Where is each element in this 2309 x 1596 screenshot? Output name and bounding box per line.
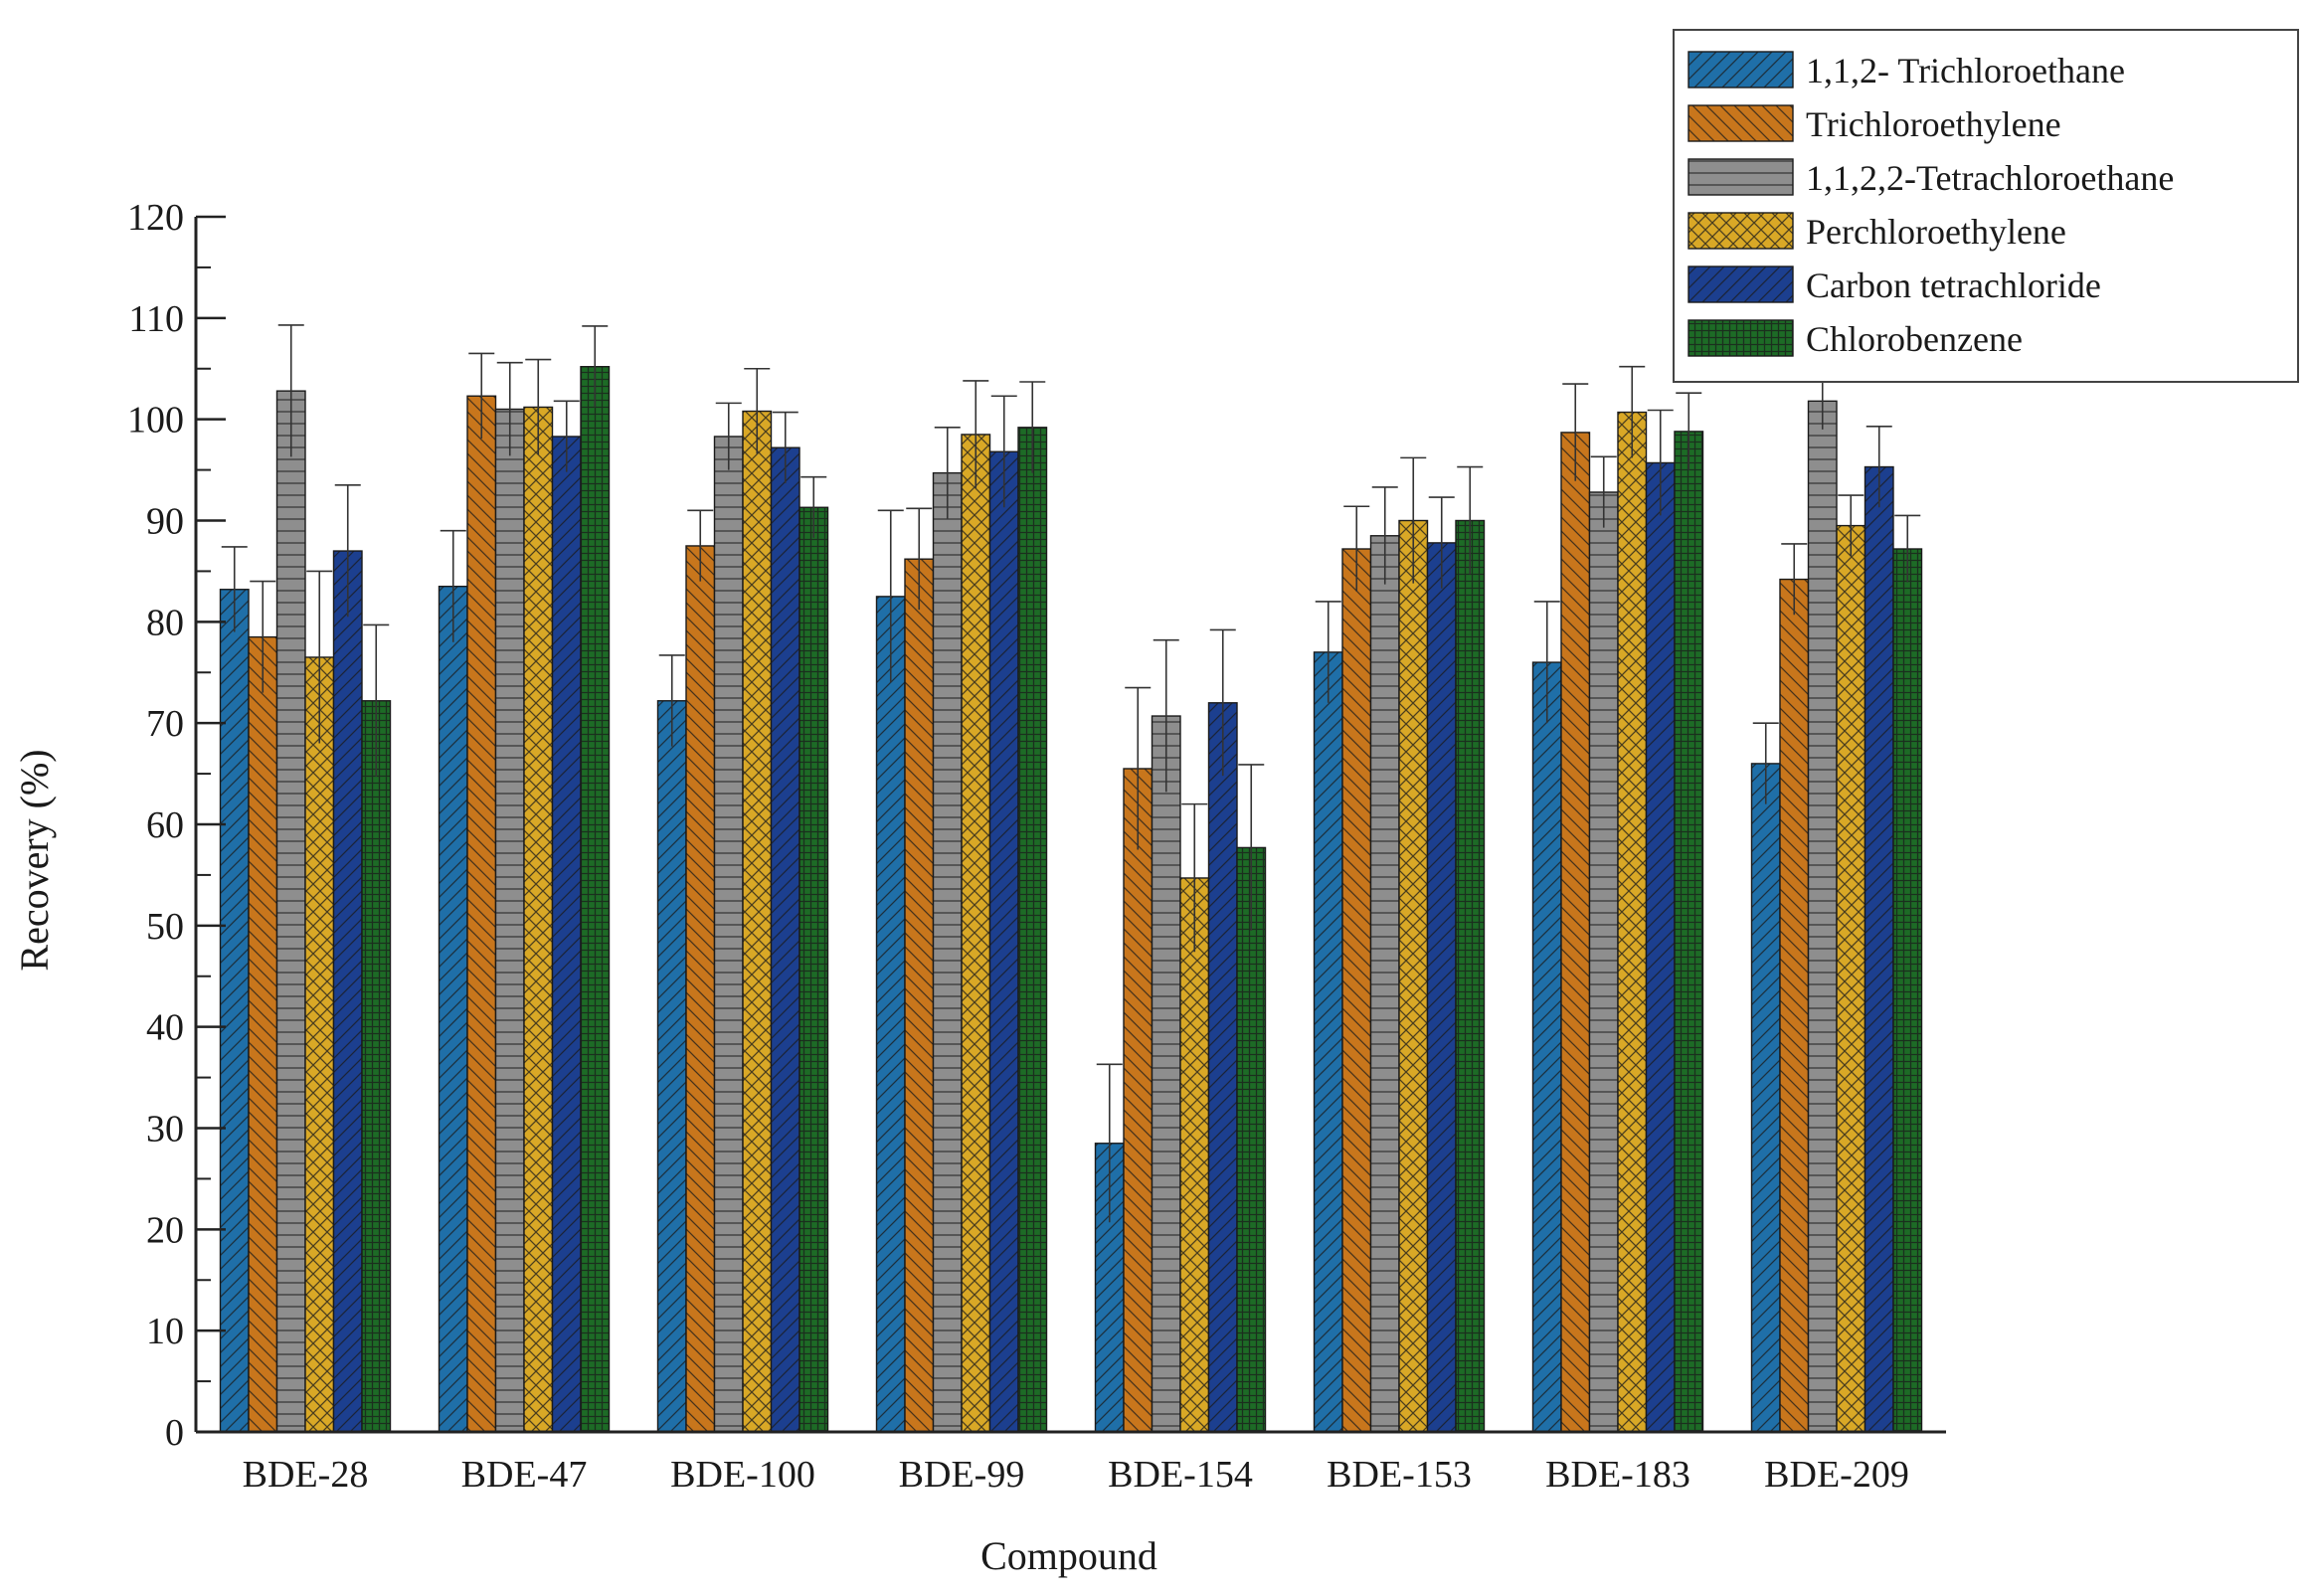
bar xyxy=(988,450,1019,1433)
x-axis-title: Compound xyxy=(980,1533,1157,1578)
y-tick-label: 100 xyxy=(127,400,184,442)
bar xyxy=(1455,519,1486,1433)
bar xyxy=(1617,411,1648,1433)
bar xyxy=(1313,651,1343,1433)
bar xyxy=(219,589,250,1433)
legend: 1,1,2- Trichloroethane Trichloroethylene 1… xyxy=(1673,29,2299,383)
bar xyxy=(1836,524,1866,1433)
y-tick-label: 90 xyxy=(146,501,184,543)
legend-swatch xyxy=(1687,51,1794,89)
bar xyxy=(438,585,468,1433)
bar xyxy=(551,436,582,1433)
y-tick-label: 80 xyxy=(146,602,184,643)
x-tick-label: BDE-183 xyxy=(1545,1454,1690,1496)
y-tick-label: 110 xyxy=(128,298,184,340)
legend-label: Perchloroethylene xyxy=(1806,212,2066,252)
bar xyxy=(1531,661,1562,1433)
y-tick-label: 0 xyxy=(165,1412,184,1454)
bar xyxy=(1807,400,1838,1433)
y-tick-label: 50 xyxy=(146,906,184,948)
y-tick-label: 40 xyxy=(146,1007,184,1049)
bar xyxy=(1674,431,1704,1433)
legend-swatch xyxy=(1687,319,1794,357)
bar xyxy=(1779,578,1810,1433)
legend-swatch xyxy=(1687,212,1794,250)
bar xyxy=(361,700,392,1433)
bar xyxy=(1207,702,1238,1433)
bar xyxy=(332,550,363,1433)
bar xyxy=(932,471,963,1433)
bar xyxy=(494,408,525,1433)
bar xyxy=(1017,427,1048,1433)
x-tick-label: BDE-153 xyxy=(1327,1454,1472,1496)
bar xyxy=(1123,768,1154,1433)
bar xyxy=(1151,715,1181,1433)
x-tick-label: BDE-154 xyxy=(1108,1454,1253,1496)
bar xyxy=(904,558,935,1433)
bar xyxy=(1864,465,1894,1433)
y-axis-title: Recovery (%) xyxy=(12,749,57,971)
legend-swatch xyxy=(1687,104,1794,142)
y-tick-label: 120 xyxy=(127,197,184,239)
legend-label: 1,1,2,2-Tetrachloroethane xyxy=(1806,158,2174,198)
bar xyxy=(1236,846,1267,1433)
bar xyxy=(799,506,829,1433)
x-tick-label: BDE-28 xyxy=(243,1454,369,1496)
x-tick-label: BDE-47 xyxy=(461,1454,588,1496)
bar xyxy=(304,656,335,1433)
plot-area xyxy=(219,324,1923,1433)
x-tick-label: BDE-209 xyxy=(1764,1454,1909,1496)
bar xyxy=(1560,432,1591,1433)
bar xyxy=(275,390,306,1433)
bar xyxy=(770,446,800,1433)
legend-label: 1,1,2- Trichloroethane xyxy=(1806,51,2125,90)
legend-swatch xyxy=(1687,266,1794,303)
bar xyxy=(1341,548,1372,1433)
bar xyxy=(248,635,278,1433)
bar xyxy=(1892,548,1923,1433)
bar xyxy=(1179,877,1210,1433)
y-tick-label: 60 xyxy=(146,804,184,846)
bar xyxy=(961,434,991,1433)
bar xyxy=(1398,519,1429,1433)
y-tick-label: 70 xyxy=(146,703,184,745)
x-tick-label: BDE-99 xyxy=(899,1454,1025,1496)
bar xyxy=(742,410,773,1433)
bar xyxy=(1369,535,1400,1433)
bar xyxy=(1645,461,1676,1433)
axes: 0 10 20 30 40 50 60 70 80 90 100 110 120 BDE-28 BDE-47… xyxy=(127,197,1946,1496)
legend-label: Carbon tetrachloride xyxy=(1806,266,2101,305)
bar xyxy=(523,406,554,1433)
bar xyxy=(1588,491,1619,1433)
bar xyxy=(466,395,497,1433)
bar xyxy=(685,545,716,1433)
bar xyxy=(1750,763,1781,1433)
bar xyxy=(875,596,906,1433)
bar xyxy=(580,366,611,1433)
bar xyxy=(1426,542,1457,1433)
y-tick-label: 30 xyxy=(146,1109,184,1151)
legend-swatch xyxy=(1687,158,1794,196)
y-tick-label: 20 xyxy=(146,1209,184,1251)
x-tick-label: BDE-100 xyxy=(670,1454,815,1496)
legend-label: Trichloroethylene xyxy=(1806,104,2061,144)
legend-label: Chlorobenzene xyxy=(1806,319,2023,359)
bar xyxy=(713,436,744,1433)
bar xyxy=(656,700,687,1433)
y-tick-label: 10 xyxy=(146,1311,184,1352)
